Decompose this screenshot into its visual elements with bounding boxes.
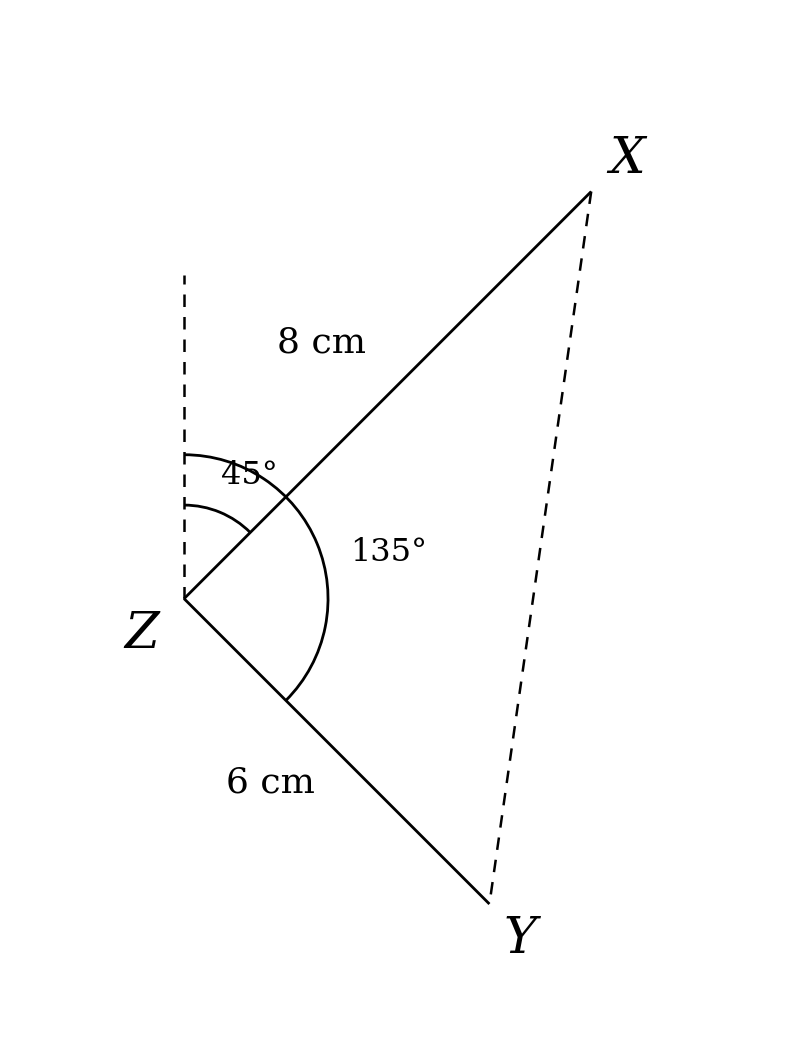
Text: 45°: 45° (221, 460, 278, 491)
Text: 8 cm: 8 cm (277, 325, 366, 359)
Text: Y: Y (504, 914, 537, 964)
Text: Z: Z (124, 610, 159, 659)
Text: 6 cm: 6 cm (226, 766, 315, 800)
Text: X: X (610, 135, 645, 184)
Text: 135°: 135° (350, 537, 427, 568)
